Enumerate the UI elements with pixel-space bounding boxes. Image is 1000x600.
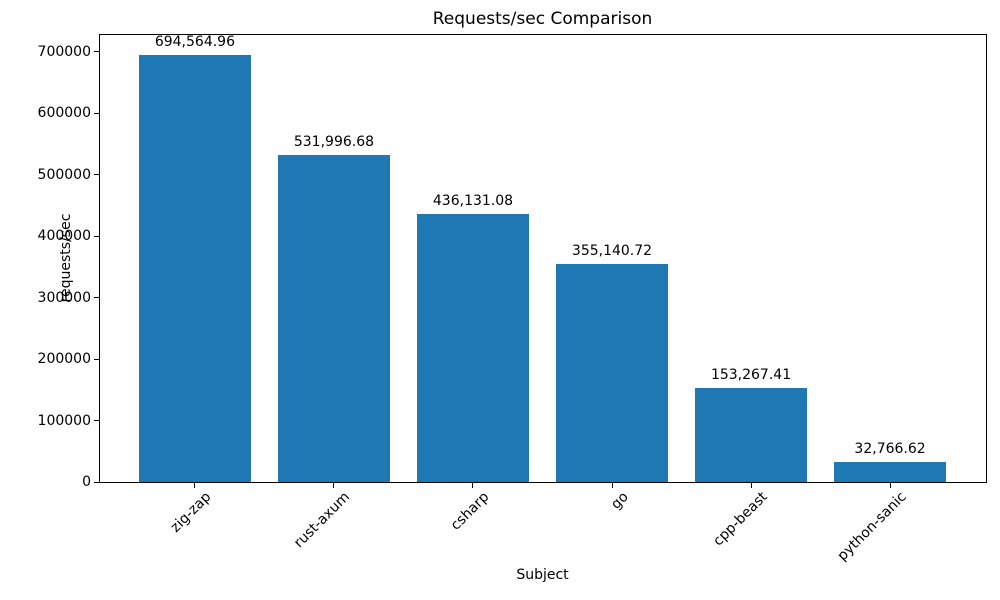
chart-title: Requests/sec Comparison xyxy=(432,9,653,29)
y-tick-mark xyxy=(94,358,99,360)
y-tick-label: 0 xyxy=(82,474,91,490)
y-tick-mark xyxy=(94,297,99,299)
bar-value-label-zig-zap: 694,564.96 xyxy=(154,34,236,51)
y-tick-label: 100000 xyxy=(37,412,91,429)
y-tick-mark xyxy=(94,420,99,422)
bar-rust-axum xyxy=(278,155,390,482)
y-tick-mark xyxy=(94,112,99,114)
x-tick-mark xyxy=(472,483,474,488)
bar-zig-zap xyxy=(139,55,251,482)
bar-csharp xyxy=(417,214,529,482)
y-tick-label: 200000 xyxy=(37,351,91,368)
x-tick-label-rust-axum: rust-axum xyxy=(291,489,354,552)
x-tick-mark xyxy=(333,483,335,488)
bar-value-label-python-sanic: 32,766.62 xyxy=(854,440,926,457)
bar-value-label-rust-axum: 531,996.68 xyxy=(293,134,375,151)
y-tick-label: 500000 xyxy=(37,166,91,183)
bar-cpp-beast xyxy=(695,387,807,482)
bar-value-label-csharp: 436,131.08 xyxy=(432,193,514,210)
x-tick-label-python-sanic: python-sanic xyxy=(834,489,910,565)
x-tick-label-zig-zap: zig-zap xyxy=(167,489,215,536)
x-tick-label-cpp-beast: cpp-beast xyxy=(709,489,771,550)
y-tick-label: 600000 xyxy=(37,105,91,122)
y-tick-label: 700000 xyxy=(37,43,91,60)
x-tick-mark xyxy=(750,483,752,488)
y-tick-label: 300000 xyxy=(37,289,91,306)
x-tick-label-csharp: csharp xyxy=(447,489,493,534)
bar-value-label-cpp-beast: 153,267.41 xyxy=(710,366,792,383)
bar-value-label-go: 355,140.72 xyxy=(571,242,653,259)
y-tick-mark xyxy=(94,481,99,483)
x-tick-mark xyxy=(194,483,196,488)
x-axis-label: Subject xyxy=(516,567,569,583)
y-tick-mark xyxy=(94,51,99,53)
x-tick-label-go: go xyxy=(607,489,632,513)
x-tick-mark xyxy=(611,483,613,488)
bar-go xyxy=(556,263,668,482)
x-tick-mark xyxy=(889,483,891,488)
y-tick-label: 400000 xyxy=(37,228,91,245)
bar-python-sanic xyxy=(834,461,946,482)
y-tick-mark xyxy=(94,174,99,176)
y-tick-mark xyxy=(94,235,99,237)
